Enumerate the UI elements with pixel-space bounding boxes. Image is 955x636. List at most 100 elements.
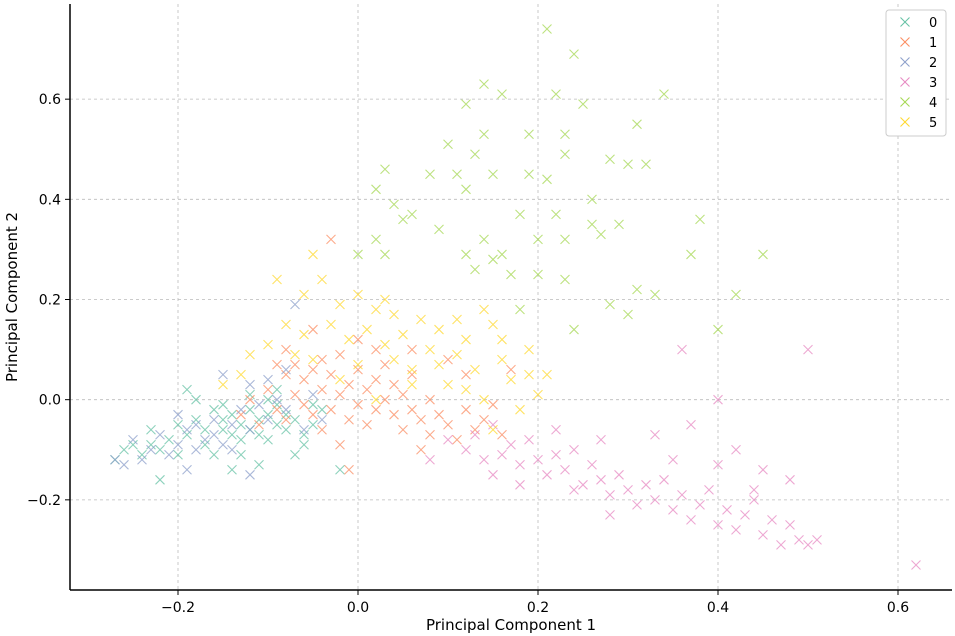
data-point [353,249,363,260]
data-point [758,249,768,260]
data-point [209,414,219,425]
data-point [470,424,480,435]
data-point [227,419,237,430]
data-point [470,149,480,160]
data-point [344,379,354,390]
data-point [641,479,651,490]
data-point [218,379,228,390]
data-point [380,339,390,350]
data-point [506,269,516,280]
data-point [335,464,345,475]
data-point [794,535,804,545]
series-1 [236,234,516,475]
data-point [344,464,354,475]
data-point [497,334,507,345]
data-point [560,464,570,475]
data-point [542,24,552,34]
data-point [389,354,399,365]
data-point [551,449,561,460]
data-point [569,49,579,59]
series-5 [218,249,552,435]
data-point [299,399,309,410]
data-point [155,444,165,455]
data-point [605,509,615,520]
scatter-points [110,24,921,570]
data-point [389,409,399,420]
data-point [668,504,678,515]
data-point [434,324,444,335]
data-point [803,344,813,355]
data-point [317,384,327,395]
data-point [632,284,642,295]
data-point [299,289,309,300]
x-tick-label: −0.2 [161,600,195,616]
data-point [254,459,264,470]
data-point [461,404,471,415]
data-point [380,359,390,370]
data-point [290,414,300,425]
data-point [416,414,426,425]
data-point [632,119,642,130]
data-point [218,439,228,450]
data-point [299,424,309,435]
data-point [407,379,417,390]
data-point [272,359,282,370]
data-point [245,404,255,415]
data-point [596,434,606,445]
data-point [677,489,687,500]
legend-box [885,9,947,137]
data-point [263,434,273,445]
x-tick-label: 0.6 [887,600,909,616]
data-point [425,454,435,465]
data-point [524,434,534,445]
data-point [290,449,300,460]
data-point [344,414,354,425]
data-point [353,289,363,300]
data-point [425,429,435,440]
data-point [758,464,768,475]
data-point [506,374,516,385]
data-point [614,219,624,230]
data-point [110,454,120,465]
data-point [515,304,525,315]
data-point [524,369,534,380]
data-point [281,404,291,415]
data-point [452,169,462,180]
data-point [146,444,156,455]
data-point [191,419,201,430]
data-point [443,139,453,150]
data-point [434,409,444,420]
data-point [443,354,453,365]
data-point [245,379,255,390]
data-point [326,369,336,380]
data-point [749,484,759,495]
legend-marker [900,77,910,87]
data-point [290,299,300,310]
data-point [326,404,336,415]
data-point [551,209,561,220]
data-point [461,334,471,345]
data-point [245,424,255,435]
data-point [254,399,264,410]
data-point [677,344,687,355]
data-point [173,439,183,450]
data-point [461,384,471,395]
data-point [272,399,282,410]
data-point [182,424,192,435]
data-point [308,364,318,375]
data-point [137,454,147,465]
data-point [272,384,282,395]
data-point [452,434,462,445]
data-point [218,399,228,410]
data-point [290,349,300,360]
data-point [308,249,318,260]
data-point [479,79,489,90]
data-point [335,389,345,400]
data-point [704,484,714,495]
data-point [128,434,138,445]
y-tick-label: 0.4 [39,192,61,208]
data-point [533,269,543,280]
data-point [191,444,201,455]
legend-marker [900,37,910,47]
data-point [200,424,210,435]
